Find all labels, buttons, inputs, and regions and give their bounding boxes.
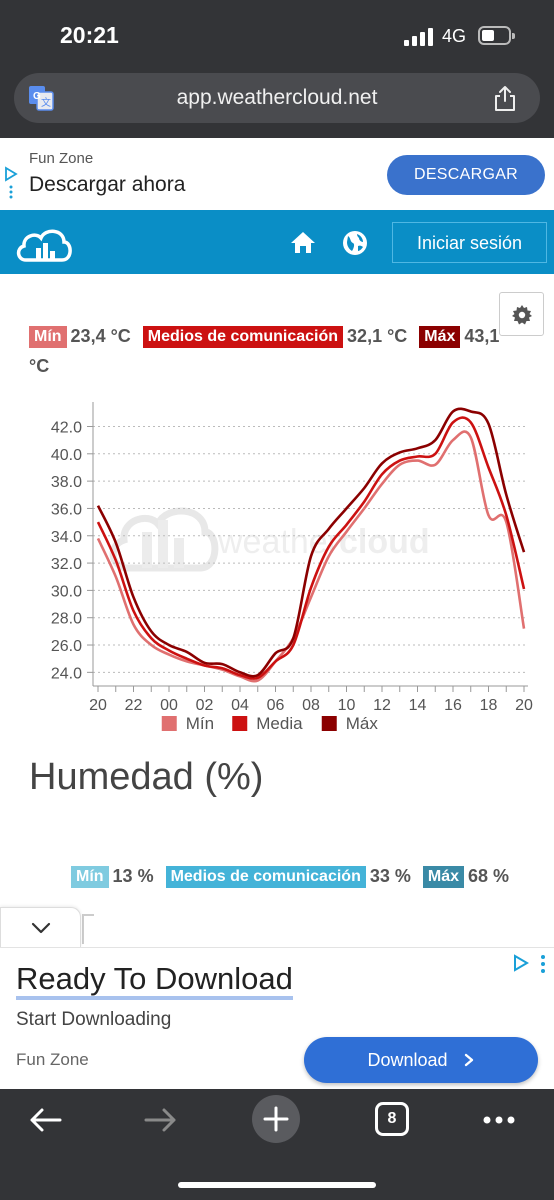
legend-swatch <box>321 716 337 731</box>
humidity-title: Humedad (%) <box>29 756 264 798</box>
x-tick-label: 04 <box>231 697 249 714</box>
temp-avg-value: 32,1 °C <box>347 326 408 346</box>
x-tick-label: 20 <box>89 697 107 714</box>
tab-switcher-button[interactable]: 8 <box>375 1102 409 1136</box>
y-tick-label: 40.0 <box>51 447 82 464</box>
translate-icon[interactable]: G 文 <box>28 85 54 111</box>
chart-settings-button[interactable] <box>499 292 544 336</box>
svg-text:G: G <box>33 91 41 102</box>
legend-label: Media <box>256 714 303 733</box>
y-tick-label: 36.0 <box>51 501 82 518</box>
hum-min-value: 13 % <box>112 866 154 886</box>
y-tick-label: 24.0 <box>51 665 82 682</box>
url-text[interactable]: app.weathercloud.net <box>176 86 378 109</box>
temp-min-value: 23,4 °C <box>70 326 131 346</box>
status-time: 20:21 <box>60 22 119 48</box>
svg-text:文: 文 <box>41 96 51 109</box>
share-icon[interactable] <box>492 84 518 112</box>
ad-bottom-subline: Start Downloading <box>16 1009 172 1030</box>
ad-bottom-cta-label: Download <box>367 1050 448 1070</box>
ad-banner-bottom[interactable]: Ready To Download Start Downloading Fun … <box>0 947 554 1089</box>
y-axis: 24.0 26.0 28.0 30.0 32.0 34.0 36.0 38.0 40.0 42.0 <box>51 402 94 686</box>
chart-series <box>96 407 526 683</box>
home-indicator <box>178 1182 376 1188</box>
home-icon[interactable] <box>289 230 317 254</box>
temp-max-value: 43,1 <box>464 326 500 346</box>
x-tick-label: 10 <box>338 697 356 714</box>
login-button[interactable]: Iniciar sesión <box>392 222 547 263</box>
browser-top-chrome: 20:21 4G G 文 app.weathercloud.net <box>0 0 554 138</box>
network-type: 4G <box>442 26 467 46</box>
y-tick-label: 26.0 <box>51 638 82 655</box>
y-tick-label: 30.0 <box>51 583 82 600</box>
ad-banner-top[interactable]: Fun Zone Descargar ahora DESCARGAR <box>0 138 554 210</box>
chart-legend[interactable]: Mín Media Máx <box>161 714 379 733</box>
adchoices-icon[interactable] <box>4 166 18 200</box>
temp-avg-tag: Medios de comunicación <box>142 326 344 348</box>
signal-icon <box>404 28 434 46</box>
ad-headline[interactable]: Descargar ahora <box>29 173 186 196</box>
series-line-avg <box>96 416 526 680</box>
browser-bottom-toolbar: 8 <box>0 1089 554 1200</box>
chevron-down-icon <box>31 922 51 934</box>
x-tick-label: 20 <box>515 697 533 714</box>
temp-max-unit: °C <box>29 356 50 376</box>
x-tick-label: 14 <box>409 697 427 714</box>
hum-min-tag: Mín <box>71 866 109 888</box>
x-tick-label: 02 <box>196 697 214 714</box>
x-axis: 20 22 00 02 04 06 08 10 12 14 16 18 20 <box>89 685 533 714</box>
x-tick-label: 18 <box>480 697 498 714</box>
battery-icon <box>478 26 515 45</box>
globe-icon[interactable] <box>342 230 368 256</box>
ad-bottom-headline[interactable]: Ready To Download <box>16 961 293 1001</box>
series-line-min <box>96 430 526 683</box>
y-tick-label: 32.0 <box>51 556 82 573</box>
forward-arrow-icon[interactable] <box>144 1107 178 1133</box>
chevron-right-icon <box>464 1053 473 1067</box>
temp-max-tag: Máx <box>419 326 461 348</box>
temperature-chart[interactable]: weathercloud 24.0 26.0 28.0 30.0 32.0 34.0 36.… <box>0 388 554 748</box>
collapse-ad-button[interactable] <box>0 907 81 947</box>
x-tick-label: 00 <box>160 697 178 714</box>
temp-min-tag: Mín <box>29 326 67 348</box>
back-arrow-icon[interactable] <box>28 1107 62 1133</box>
x-tick-label: 22 <box>125 697 143 714</box>
y-tick-label: 38.0 <box>51 474 82 491</box>
new-tab-button[interactable] <box>252 1095 300 1143</box>
temperature-summary: Mín 23,4 °C Medios de comunicación 32,1 °C M… <box>29 326 499 348</box>
address-bar[interactable]: G 文 app.weathercloud.net <box>14 73 540 123</box>
adchoices-icon[interactable] <box>512 954 530 972</box>
y-tick-label: 42.0 <box>51 419 82 436</box>
legend-swatch <box>161 716 177 731</box>
series-line-max <box>96 407 526 678</box>
hum-avg-tag: Medios de comunicación <box>165 866 366 888</box>
humidity-summary: Mín 13 % Medios de comunicación 33 % Máx 68 % <box>71 866 509 888</box>
hum-max-value: 68 % <box>468 866 510 886</box>
legend-label: Máx <box>346 714 379 733</box>
legend-label: Mín <box>186 714 214 733</box>
ad-download-button[interactable]: DESCARGAR <box>387 155 545 195</box>
hum-avg-value: 33 % <box>369 866 411 886</box>
x-tick-label: 16 <box>444 697 462 714</box>
ad-bottom-brand: Fun Zone <box>16 1050 89 1069</box>
x-tick-label: 08 <box>302 697 320 714</box>
y-tick-label: 28.0 <box>51 611 82 628</box>
x-tick-label: 12 <box>373 697 391 714</box>
gear-icon <box>512 305 532 325</box>
weathercloud-logo-icon[interactable] <box>14 224 74 264</box>
ad-options-icon[interactable] <box>540 954 546 974</box>
hum-max-tag: Máx <box>422 866 464 888</box>
ad-bottom-download-button[interactable]: Download <box>304 1037 538 1083</box>
legend-swatch <box>232 716 248 731</box>
plus-icon <box>263 1106 289 1132</box>
site-header: Iniciar sesión <box>0 210 554 274</box>
ad-brand: Fun Zone <box>29 150 94 167</box>
y-tick-label: 34.0 <box>51 529 82 546</box>
humidity-chart-edge <box>82 914 94 944</box>
more-icon[interactable] <box>482 1115 516 1125</box>
chart-watermark: weathercloud <box>109 507 430 572</box>
x-tick-label: 06 <box>267 697 285 714</box>
